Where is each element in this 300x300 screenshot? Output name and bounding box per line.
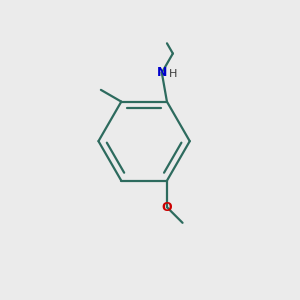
Text: O: O: [162, 201, 172, 214]
Text: H: H: [169, 69, 177, 79]
Text: N: N: [157, 66, 167, 79]
